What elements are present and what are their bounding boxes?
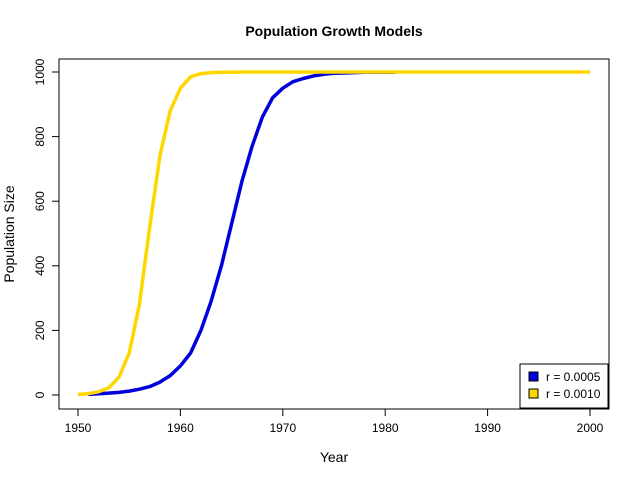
y-tick-label: 200 <box>33 320 47 340</box>
chart-title: Population Growth Models <box>245 23 423 39</box>
legend-swatch-r-0010 <box>528 388 539 399</box>
x-tick-label: 1990 <box>474 421 501 435</box>
y-axis-label: Population Size <box>1 185 17 283</box>
y-axis: 0 200 400 600 800 1000 <box>33 58 60 398</box>
y-tick-label: 0 <box>33 391 47 398</box>
y-tick-label: 1000 <box>33 58 47 85</box>
series-layer <box>77 70 590 397</box>
legend-label-r-0010: r = 0.0010 <box>546 387 601 401</box>
x-tick-label: 1970 <box>269 421 296 435</box>
legend-box <box>519 363 609 409</box>
series-line-1 <box>77 70 590 397</box>
x-axis: 1950 1960 1970 1980 1990 2000 <box>65 408 604 435</box>
x-tick-label: 1960 <box>167 421 194 435</box>
x-tick-label: 1980 <box>372 421 399 435</box>
x-tick-label: 2000 <box>577 421 604 435</box>
x-axis-label: Year <box>320 449 349 465</box>
legend: r = 0.0005 r = 0.0010 <box>519 363 609 409</box>
legend-swatch-r-0005 <box>528 371 539 382</box>
legend-label-r-0005: r = 0.0005 <box>546 370 601 384</box>
y-tick-label: 600 <box>33 191 47 211</box>
x-tick-label: 1950 <box>65 421 92 435</box>
series-line-0 <box>88 70 396 397</box>
y-tick-label: 800 <box>33 126 47 146</box>
plot-frame <box>58 58 610 410</box>
y-tick-label: 400 <box>33 255 47 275</box>
